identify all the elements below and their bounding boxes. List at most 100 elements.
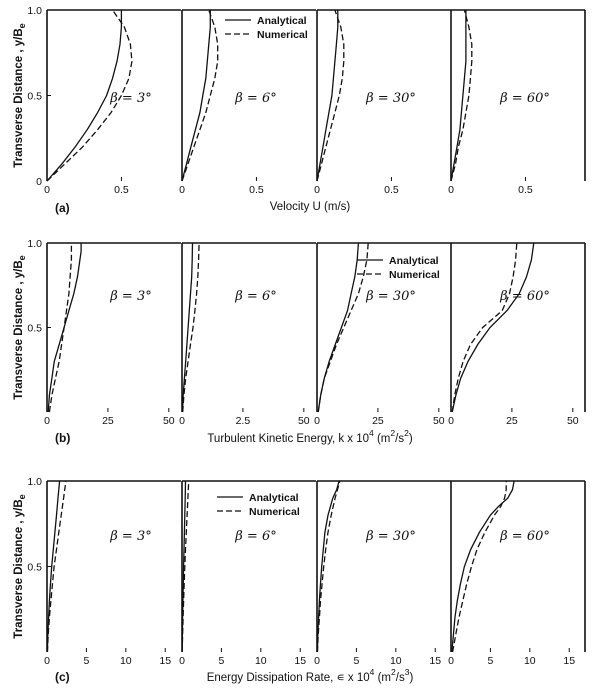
series-line-analytical — [47, 243, 82, 413]
x-tick-label: 0 — [44, 655, 50, 667]
legend: Analytical Numerical — [225, 15, 308, 41]
x-tick-label: 15 — [429, 655, 441, 667]
subplot-0-1: 0 0.5 β = 6° — [179, 9, 316, 196]
x-tick-label: 0 — [314, 655, 320, 667]
subplot-1-2: 0 25 50 β = 30° — [314, 242, 451, 427]
x-tick-label: 0.5 — [114, 184, 129, 196]
subplot-2-2: 0 5 10 15 β = 30° — [314, 480, 451, 667]
legend-entry: Numerical — [257, 29, 308, 41]
x-tick-label: 5 — [487, 655, 493, 667]
series-line-analytical — [451, 242, 535, 413]
legend-entry: Numerical — [389, 269, 440, 281]
series-line-analytical — [316, 10, 339, 182]
series-line-numerical — [316, 480, 341, 653]
series-line-numerical — [46, 9, 133, 182]
subplot-1-0: 0 25 50 0.5 1.0 β = 3° — [27, 238, 181, 427]
x-tick-label: 5 — [83, 655, 89, 667]
beta-label: β = 6° — [234, 289, 276, 304]
y-tick-label: 1.0 — [27, 476, 42, 488]
x-tick-label: 0.5 — [384, 184, 399, 196]
subplot-0-2: 0 0.5 β = 30° — [314, 9, 451, 196]
beta-label: β = 60° — [499, 529, 550, 544]
beta-label: β = 6° — [234, 529, 276, 544]
legend: Analytical Numerical — [357, 255, 440, 281]
x-tick-label: 0 — [314, 415, 320, 427]
series-line-analytical — [181, 10, 211, 182]
x-tick-label: 0 — [44, 415, 50, 427]
subplot-2-0: 0 5 10 15 0.5 1.0 β = 3° — [27, 476, 181, 667]
series-line-analytical — [450, 10, 467, 182]
subplot-1-3: 0 25 50 β = 60° — [448, 242, 586, 427]
x-tick-label: 0 — [179, 184, 185, 196]
series-line-numerical — [46, 480, 67, 653]
legend-entry: Analytical — [257, 15, 307, 27]
y-axis-label: Transverse Distance , y/Be — [13, 23, 27, 167]
x-tick-label: 0 — [314, 184, 320, 196]
series-line-numerical — [451, 242, 518, 413]
x-tick-label: 25 — [372, 415, 384, 427]
y-axis-label: Transverse Distance , y/Be — [13, 255, 27, 399]
beta-label: β = 3° — [109, 91, 151, 106]
series-line-numerical — [181, 9, 219, 182]
x-tick-label: 0 — [179, 415, 185, 427]
beta-label: β = 30° — [365, 289, 416, 304]
x-tick-label: 50 — [567, 415, 579, 427]
x-tick-label: 10 — [120, 655, 132, 667]
x-tick-label: 5 — [218, 655, 224, 667]
series-line-numerical — [316, 9, 345, 182]
x-axis-label: Velocity U (m/s) — [270, 201, 351, 213]
subplot-0-0: 0 0.5 0 0.5 1.0 β = 3° — [27, 5, 181, 196]
series-line-analytical — [181, 242, 194, 413]
beta-label: β = 30° — [365, 529, 416, 544]
x-tick-label: 0 — [44, 184, 50, 196]
beta-label: β = 3° — [109, 529, 151, 544]
x-tick-label: 50 — [298, 415, 310, 427]
x-tick-label: 0.5 — [249, 184, 264, 196]
panel-label: (c) — [55, 670, 70, 684]
series-line-analytical — [46, 10, 123, 182]
legend-entry: Analytical — [249, 492, 299, 504]
x-tick-label: 10 — [255, 655, 267, 667]
x-tick-label: 0 — [179, 655, 185, 667]
x-tick-label: 15 — [159, 655, 171, 667]
series-line-analytical — [317, 242, 360, 413]
beta-label: β = 3° — [109, 289, 151, 304]
subplot-1-1: 0 2.5 50 β = 6° — [179, 242, 316, 427]
beta-label: β = 60° — [499, 91, 550, 106]
series-line-analytical — [316, 480, 340, 653]
y-tick-label: 0.5 — [27, 562, 42, 574]
beta-label: β = 60° — [499, 289, 550, 304]
beta-label: β = 6° — [234, 91, 276, 106]
panel-2: 0 5 10 15 0.5 1.0 β = 3° 0 5 10 15 β = 6° 0 5 10 15 β = … — [13, 476, 586, 684]
series-line-numerical — [317, 242, 369, 413]
x-tick-label: 25 — [102, 415, 114, 427]
x-tick-label: 15 — [294, 655, 306, 667]
x-tick-label: 10 — [390, 655, 402, 667]
x-tick-label: 0 — [448, 415, 454, 427]
legend-entry: Analytical — [389, 255, 439, 267]
legend: Analytical Numerical — [217, 492, 300, 518]
subplot-2-1: 0 5 10 15 β = 6° — [179, 480, 316, 667]
y-axis-label: Transverse Distance , y/Be — [13, 494, 27, 638]
panel-0: 0 0.500.51.0β = 3°0 0.5β = 6°0 0.5β = 30°0 0… — [13, 5, 586, 215]
x-tick-label: 2.5 — [236, 415, 251, 427]
y-tick-label: 1.0 — [27, 238, 42, 250]
x-axis-label: Energy Dissipation Rate, ∊ x 104 (m2/s3) — [207, 667, 414, 684]
y-tick-label: 1.0 — [27, 5, 42, 17]
panel-label: (a) — [55, 201, 70, 215]
panel-label: (b) — [55, 431, 70, 445]
x-tick-label: 0 — [448, 655, 454, 667]
y-tick-label: 0 — [36, 176, 42, 188]
x-axis-label: Turbulent Kinetic Energy, k x 104 (m2/s2… — [207, 428, 412, 445]
series-line-numerical — [181, 480, 190, 653]
panel-1: 0 25 50 0.5 1.0 β = 3° 0 2.5 50 β = 6° 0 25 50 β = 30… — [13, 238, 586, 445]
y-tick-label: 0.5 — [27, 323, 42, 335]
subplot-2-3: 0 5 10 15 β = 60° — [448, 480, 586, 667]
y-tick-label: 0.5 — [27, 91, 42, 103]
x-tick-label: 0 — [448, 184, 454, 196]
legend-entry: Numerical — [249, 506, 300, 518]
series-line-numerical — [451, 481, 507, 653]
x-tick-label: 50 — [433, 415, 445, 427]
x-tick-label: 10 — [524, 655, 536, 667]
